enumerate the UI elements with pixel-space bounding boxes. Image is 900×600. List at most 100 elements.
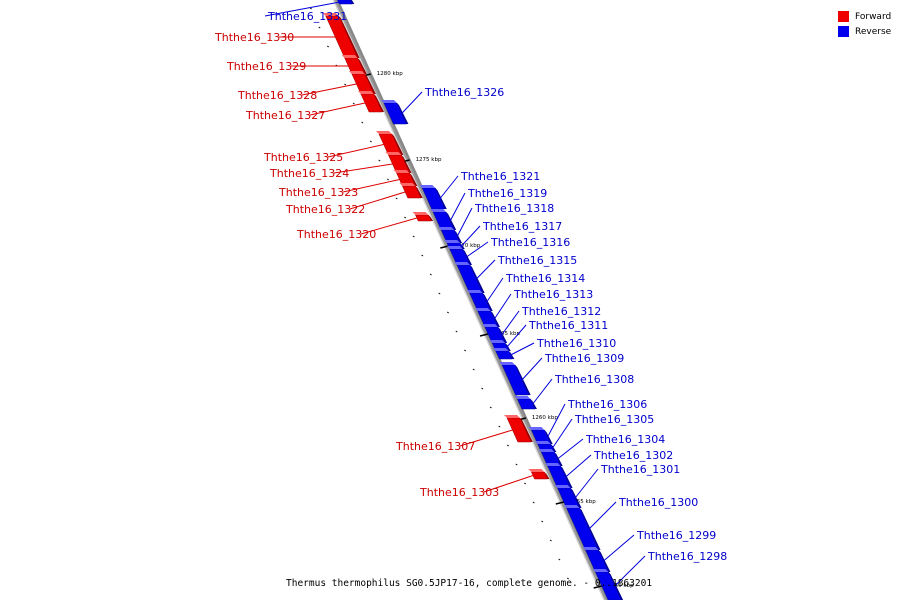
gene-shadow — [401, 155, 412, 173]
gene-label-ththe16_1325[interactable]: Ththe16_1325 — [263, 151, 343, 164]
gene-leader — [532, 378, 553, 405]
gene-leader — [333, 163, 393, 174]
gene-label-ththe16_1305[interactable]: Ththe16_1305 — [574, 413, 654, 426]
minor-tick — [395, 197, 398, 200]
gene-leader — [475, 259, 496, 280]
gene-label-ththe16_1316[interactable]: Ththe16_1316 — [490, 236, 570, 249]
gene-bevel — [534, 441, 551, 444]
gene-leader — [506, 324, 527, 348]
gene-block-ththe16_1303[interactable] — [528, 469, 550, 480]
gene-shadow — [470, 265, 485, 293]
gene-shadow — [350, 0, 355, 4]
gene-label-ththe16_1312[interactable]: Ththe16_1312 — [521, 305, 601, 318]
gene-leader — [557, 438, 584, 460]
gene-block-ththe16_1321[interactable] — [419, 185, 447, 210]
gene-label-ththe16_1315[interactable]: Ththe16_1315 — [497, 254, 577, 267]
gene-label-ththe16_1307[interactable]: Ththe16_1307 — [395, 440, 475, 453]
genome-axis — [332, 0, 610, 600]
gene-block-ththe16_1304[interactable] — [538, 449, 563, 467]
axis-tick-label: 1280 kbp — [377, 71, 403, 77]
gene-label-ththe16_1310[interactable]: Ththe16_1310 — [536, 337, 616, 350]
gene-block-ththe16_1323[interactable] — [393, 170, 418, 187]
gene-label-ththe16_1323[interactable]: Ththe16_1323 — [278, 186, 358, 199]
gene-label-ththe16_1298[interactable]: Ththe16_1298 — [647, 550, 727, 563]
gene-shadow — [490, 311, 500, 327]
gene-block-ththe16_1300[interactable] — [563, 505, 601, 551]
gene-block-ththe16_1302[interactable] — [544, 463, 573, 489]
gene-block-ththe16_1309[interactable] — [499, 362, 531, 396]
gene-label-ththe16_1303[interactable]: Ththe16_1303 — [419, 486, 499, 499]
gene-labels: Ththe16_1331 Ththe16_1330 Ththe16_1329 Thth… — [214, 0, 727, 587]
gene-label-ththe16_1309[interactable]: Ththe16_1309 — [544, 352, 624, 365]
minor-tick — [369, 140, 372, 143]
gene-block-ththe16_1331[interactable] — [333, 0, 355, 5]
gene-label-ththe16_1311[interactable]: Ththe16_1311 — [528, 319, 608, 332]
gene-label-ththe16_1313[interactable]: Ththe16_1313 — [513, 288, 593, 301]
gene-leader — [301, 83, 357, 96]
gene-block-ththe16_1312[interactable] — [481, 324, 508, 344]
gene-block-ththe16_1308[interactable] — [514, 396, 537, 410]
minor-tick — [541, 520, 544, 523]
gene-label-ththe16_1321[interactable]: Ththe16_1321 — [460, 170, 540, 183]
gene-block-ththe16_1299[interactable] — [582, 547, 611, 573]
genome-caption: Thermus thermophilus SG0.5JP17-16, compl… — [286, 578, 653, 589]
legend-item-forward: Forward — [838, 9, 891, 24]
gene-shadow — [579, 508, 601, 550]
gene-leader — [439, 175, 459, 199]
gene-label-ththe16_1322[interactable]: Ththe16_1322 — [285, 203, 365, 216]
gene-label-ththe16_1331[interactable]: Ththe16_1331 — [267, 10, 347, 23]
gene-label-ththe16_1317[interactable]: Ththe16_1317 — [482, 220, 562, 233]
gene-block-ththe16_1324[interactable] — [385, 152, 412, 174]
gene-label-ththe16_1328[interactable]: Ththe16_1328 — [237, 89, 317, 102]
gene-leader — [264, 0, 351, 17]
minor-tick — [326, 45, 330, 48]
gene-bevel — [380, 100, 397, 103]
gene-block-ththe16_1322[interactable] — [399, 183, 423, 199]
gene-label-ththe16_1320[interactable]: Ththe16_1320 — [296, 228, 376, 241]
gene-label-ththe16_1326[interactable]: Ththe16_1326 — [424, 86, 504, 99]
gene-bevel — [528, 427, 545, 430]
gene-label-ththe16_1319[interactable]: Ththe16_1319 — [467, 187, 547, 200]
gene-leader — [614, 555, 646, 587]
gene-block-ththe16_1319[interactable] — [430, 209, 457, 231]
gene-label-ththe16_1301[interactable]: Ththe16_1301 — [600, 463, 680, 476]
gene-label-ththe16_1306[interactable]: Ththe16_1306 — [567, 398, 647, 411]
gene-block-ththe16_1316[interactable] — [446, 246, 473, 266]
gene-bevel — [492, 348, 509, 351]
gene-leader — [459, 429, 513, 447]
gene-label-ththe16_1300[interactable]: Ththe16_1300 — [618, 496, 698, 509]
gene-block-ththe16_1307[interactable] — [504, 415, 533, 443]
gene-bevel — [563, 505, 580, 508]
gene-block-ththe16_1327[interactable] — [357, 91, 385, 113]
gene-leader — [360, 217, 417, 235]
gene-label-ththe16_1329[interactable]: Ththe16_1329 — [226, 60, 306, 73]
gene-block-ththe16_1315[interactable] — [454, 262, 485, 294]
minor-tick — [566, 577, 569, 580]
gene-label-ththe16_1304[interactable]: Ththe16_1304 — [585, 433, 665, 446]
gene-label-ththe16_1324[interactable]: Ththe16_1324 — [269, 167, 349, 180]
minor-tick — [498, 425, 501, 428]
gene-block-ththe16_1329[interactable] — [341, 55, 367, 75]
gene-label-ththe16_1314[interactable]: Ththe16_1314 — [505, 272, 585, 285]
gene-label-ththe16_1308[interactable]: Ththe16_1308 — [554, 373, 634, 386]
gene-leader — [552, 418, 573, 449]
gene-block-ththe16_1314[interactable] — [466, 290, 493, 312]
gene-bevel — [592, 569, 609, 572]
gene-label-ththe16_1302[interactable]: Ththe16_1302 — [593, 449, 673, 462]
gene-block-ththe16_1313[interactable] — [474, 308, 500, 328]
minor-tick — [404, 216, 407, 219]
reverse-swatch — [838, 26, 849, 37]
gene-block-ththe16_1318[interactable] — [438, 227, 463, 244]
gene-block-ththe16_1306[interactable] — [528, 427, 553, 445]
gene-block-ththe16_1320[interactable] — [412, 212, 434, 222]
gene-block-ththe16_1326[interactable] — [380, 100, 409, 125]
axis-highlight — [332, 0, 605, 600]
gene-block-ththe16_1325[interactable] — [375, 131, 404, 156]
gene-label-ththe16_1327[interactable]: Ththe16_1327 — [245, 109, 325, 122]
gene-label-ththe16_1299[interactable]: Ththe16_1299 — [636, 529, 716, 542]
minor-tick — [472, 368, 475, 371]
gene-block-ththe16_1298[interactable] — [592, 569, 624, 600]
gene-label-ththe16_1318[interactable]: Ththe16_1318 — [474, 202, 554, 215]
gene-label-ththe16_1330[interactable]: Ththe16_1330 — [214, 31, 294, 44]
gene-shadow — [435, 188, 447, 209]
